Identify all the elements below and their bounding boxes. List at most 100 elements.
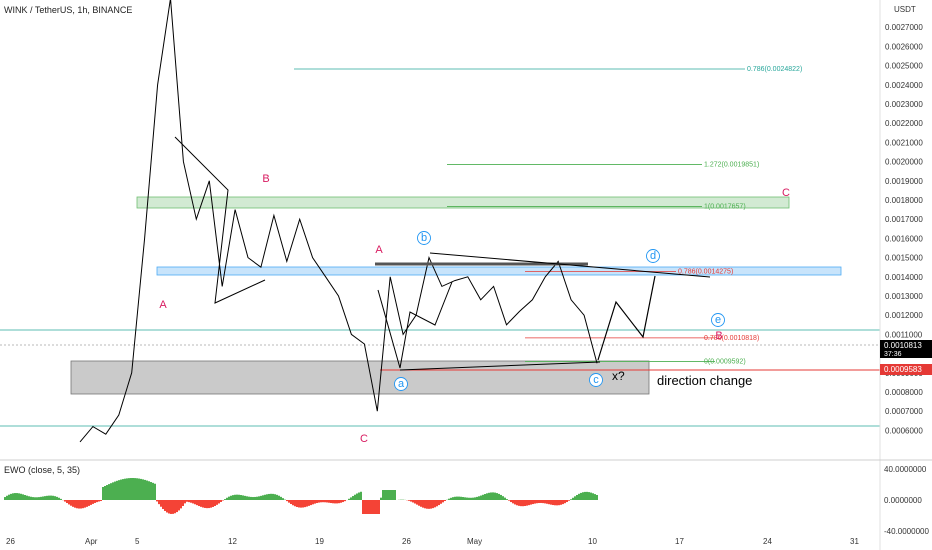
- ewo-bar: [538, 500, 540, 504]
- ewo-bar: [424, 500, 426, 509]
- ewo-bar: [448, 498, 450, 500]
- price-tick-label: 0.0023000: [885, 100, 923, 109]
- ewo-bar: [32, 497, 34, 500]
- ewo-bar: [74, 500, 76, 508]
- ewo-bar: [352, 496, 354, 500]
- ewo-bar: [578, 493, 580, 500]
- ewo-bar: [190, 500, 192, 503]
- ewo-bar: [416, 500, 418, 505]
- ewo-bar: [142, 479, 144, 500]
- time-tick-label: 26: [402, 537, 411, 546]
- ewo-tick-label: 40.0000000: [884, 465, 927, 474]
- ewo-bar: [206, 500, 208, 509]
- ewo-bar: [492, 492, 494, 500]
- ewo-bar: [364, 500, 366, 514]
- ewo-bar: [354, 494, 356, 500]
- ewo-bar: [216, 500, 218, 505]
- ewo-bar: [566, 500, 568, 503]
- fib-level-label: 0.786(0.0024822): [747, 66, 802, 73]
- ewo-bar: [512, 500, 514, 504]
- ewo-bar: [430, 500, 432, 509]
- time-tick-label: 24: [763, 537, 772, 546]
- price-tick-label: 0.0018000: [885, 196, 923, 205]
- ewo-bar: [180, 500, 182, 509]
- ewo-bar: [436, 500, 438, 507]
- ewo-bar: [68, 500, 70, 505]
- ewo-bar: [362, 500, 364, 514]
- ewo-bar: [18, 493, 20, 500]
- ewo-bar: [10, 493, 12, 500]
- ewo-bar: [484, 494, 486, 500]
- ewo-bar: [232, 495, 234, 500]
- ewo-bar: [308, 500, 310, 506]
- ewo-bar: [214, 500, 216, 507]
- ewo-bar: [392, 490, 394, 500]
- ewo-bar: [44, 496, 46, 500]
- ewo-bar: [268, 493, 270, 500]
- last-price-box: [880, 340, 932, 358]
- ewo-bar: [504, 497, 506, 500]
- ewo-bar: [222, 500, 224, 501]
- ewo-bar: [414, 500, 416, 504]
- ewo-bar: [248, 496, 250, 500]
- ewo-bar: [236, 494, 238, 500]
- ewo-bar: [390, 490, 392, 500]
- ewo-bar: [212, 500, 214, 507]
- ewo-bar: [120, 479, 122, 500]
- ewo-bar: [30, 496, 32, 500]
- time-tick-label: May: [467, 537, 482, 546]
- ewo-bar: [464, 497, 466, 500]
- ewo-bar: [242, 495, 244, 500]
- ewo-bar: [502, 496, 504, 500]
- ewo-bar: [442, 500, 444, 503]
- ewo-bar: [576, 494, 578, 500]
- ewo-bar: [128, 478, 130, 500]
- ewo-bar: [332, 500, 334, 504]
- ewo-bar: [80, 500, 82, 509]
- time-tick-label: 12: [228, 537, 237, 546]
- ewo-bar: [158, 500, 160, 505]
- time-tick-label: 10: [588, 537, 597, 546]
- ewo-bar: [132, 478, 134, 500]
- ewo-bar: [440, 500, 442, 504]
- ewo-bar: [250, 496, 252, 500]
- ewo-bar: [344, 500, 346, 502]
- ewo-bar: [282, 498, 284, 500]
- wave-label-circle: [417, 231, 431, 245]
- ewo-bar: [340, 500, 342, 503]
- horizontal-levels: [0, 329, 880, 427]
- ewo-bar: [36, 497, 38, 500]
- ewo-bar: [580, 492, 582, 500]
- ewo-bar: [368, 500, 370, 514]
- ewo-tick-label: -40.0000000: [884, 527, 929, 536]
- ewo-bar: [102, 487, 104, 500]
- fib-level-label: 1(0.0017657): [704, 204, 746, 211]
- wave-labels: A B C A C Bb d e a c: [159, 173, 790, 445]
- ewo-bar: [374, 500, 376, 514]
- fib-level-label: 1.272(0.0019851): [704, 161, 759, 168]
- ewo-bar: [154, 483, 156, 500]
- ewo-bar: [524, 500, 526, 507]
- ewo-bar: [380, 497, 382, 500]
- ewo-bar: [426, 500, 428, 509]
- ewo-bar: [320, 500, 322, 503]
- wave-label-circle: [394, 377, 408, 391]
- ewo-bar: [434, 500, 436, 508]
- ewo-bar: [252, 497, 254, 500]
- ewo-bar: [334, 500, 336, 504]
- ewo-bar: [594, 494, 596, 500]
- ewo-bar: [12, 493, 14, 500]
- ewo-bar: [46, 495, 48, 500]
- ewo-bar: [562, 500, 564, 505]
- time-tick-label: Apr: [85, 537, 98, 546]
- ewo-bar: [588, 492, 590, 500]
- ewo-bar: [56, 496, 58, 500]
- ewo-bar: [138, 478, 140, 500]
- price-tick-label: 0.0021000: [885, 138, 923, 147]
- wave-label: d: [650, 250, 656, 262]
- ewo-bar: [452, 497, 454, 500]
- ewo-bar: [108, 484, 110, 500]
- trend-drawings: [174, 136, 711, 371]
- ewo-bar: [72, 500, 74, 507]
